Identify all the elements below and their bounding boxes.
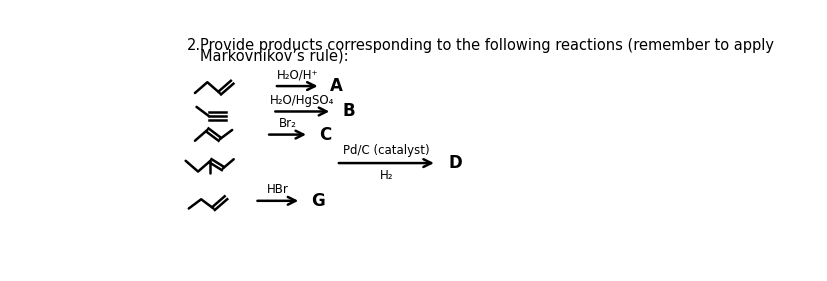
Text: HBr: HBr bbox=[266, 183, 289, 196]
Text: H₂: H₂ bbox=[379, 169, 393, 182]
Text: 2.: 2. bbox=[186, 38, 200, 53]
Text: D: D bbox=[448, 154, 461, 172]
Text: Markovnikov’s rule):: Markovnikov’s rule): bbox=[200, 48, 348, 63]
Text: C: C bbox=[318, 126, 331, 144]
Text: B: B bbox=[342, 103, 355, 121]
Text: H₂O/H⁺: H₂O/H⁺ bbox=[276, 69, 318, 81]
Text: A: A bbox=[329, 77, 342, 95]
Text: Br₂: Br₂ bbox=[279, 117, 296, 130]
Text: H₂O/HgSO₄: H₂O/HgSO₄ bbox=[270, 94, 334, 107]
Text: Provide products corresponding to the following reactions (remember to apply: Provide products corresponding to the fo… bbox=[200, 38, 773, 53]
Text: G: G bbox=[311, 192, 324, 210]
Text: Pd/C (catalyst): Pd/C (catalyst) bbox=[342, 144, 429, 157]
